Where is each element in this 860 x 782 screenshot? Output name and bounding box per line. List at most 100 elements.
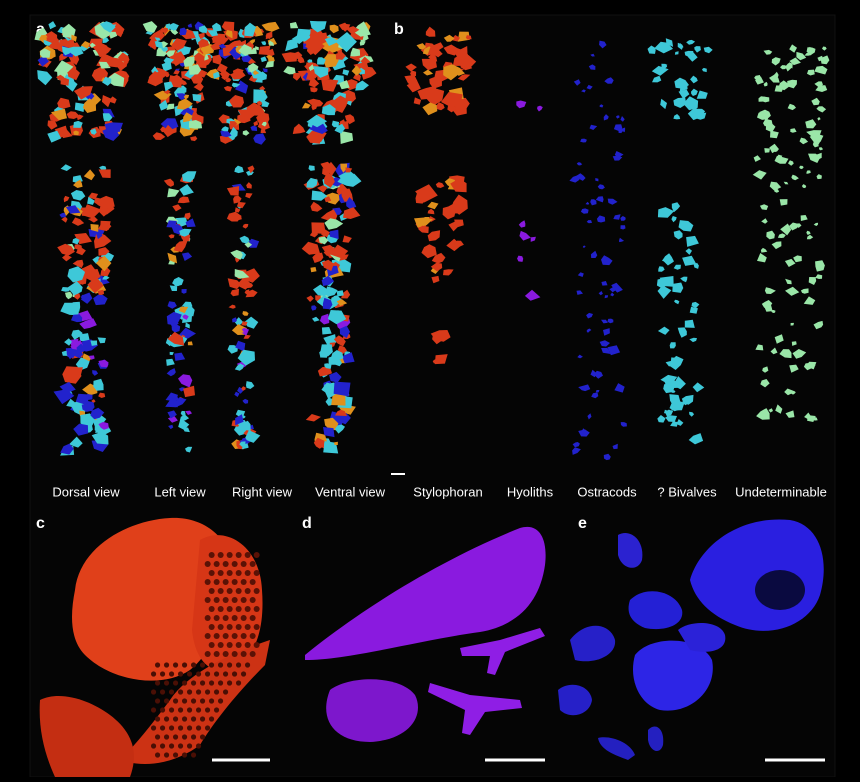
stereom-pore (172, 716, 179, 722)
stereom-pore (186, 689, 193, 695)
fragment (590, 250, 598, 258)
fragment (98, 421, 109, 430)
fragment (166, 220, 177, 228)
fragment (221, 126, 229, 132)
group-label: Stylophoran (413, 484, 482, 499)
fragment (317, 57, 326, 65)
fragment (183, 56, 195, 67)
stereom-pore (204, 651, 211, 657)
fragment (760, 247, 768, 253)
fragment (421, 58, 437, 71)
fragment (345, 167, 353, 173)
stereom-pore (244, 642, 251, 648)
fragment (63, 195, 70, 203)
fragment (244, 316, 259, 329)
fragment (73, 349, 83, 359)
stereom-pore (154, 716, 161, 722)
fragment (163, 81, 174, 92)
fragment (333, 335, 346, 347)
fragment (346, 197, 357, 210)
stereom-pore (217, 624, 224, 630)
fragment (182, 314, 189, 320)
fragment (244, 430, 261, 443)
stereom-pore (231, 633, 238, 639)
stereom-pore (217, 698, 224, 704)
stereom-pore (154, 734, 161, 740)
fragment (607, 318, 614, 324)
fragment (73, 130, 79, 136)
fragment (323, 79, 334, 90)
fragment (805, 119, 817, 129)
fragment (405, 63, 417, 72)
fragment (678, 220, 694, 232)
fragment (170, 320, 179, 327)
fragment (757, 253, 767, 263)
stereom-pore (213, 707, 220, 713)
fragment (292, 123, 306, 134)
fragment (665, 360, 675, 367)
fragment (670, 421, 679, 427)
group-label: Undeterminable (735, 484, 827, 499)
fragment (178, 418, 190, 430)
stereom-pore (159, 671, 166, 677)
stereom-pore (235, 552, 242, 558)
fragment (803, 296, 816, 305)
fragment (312, 252, 324, 263)
fragment (236, 329, 244, 334)
fragment (787, 79, 797, 89)
conch (305, 526, 546, 660)
fragment (97, 337, 106, 344)
stereom-pore (190, 734, 197, 740)
fragment (752, 170, 767, 180)
fragment (319, 313, 330, 325)
fragment (785, 278, 792, 285)
fragment (242, 268, 260, 283)
fragment (237, 349, 255, 366)
fragment (691, 301, 700, 309)
fragment (665, 38, 674, 47)
fragment (597, 184, 605, 190)
fragment (253, 133, 266, 145)
valve (618, 532, 643, 568)
fragment (692, 382, 705, 393)
fragment (810, 363, 816, 367)
stereom-pore (231, 671, 238, 677)
fragment (98, 61, 111, 69)
fragment (59, 212, 67, 218)
stereom-pore (226, 552, 233, 558)
fragment (588, 64, 596, 70)
fragment (163, 124, 176, 138)
fragment (518, 220, 526, 228)
fragment (108, 57, 123, 68)
fragment (306, 98, 321, 107)
fragment (39, 48, 51, 58)
fragment (255, 46, 259, 51)
fragment (422, 102, 438, 116)
fragment (65, 205, 81, 214)
fragment (345, 26, 360, 35)
fragment (772, 71, 779, 80)
fragment (335, 409, 347, 416)
fragment (581, 428, 587, 437)
fragment (342, 235, 352, 243)
fragment (87, 276, 104, 294)
fragment (580, 208, 589, 214)
fragment (234, 363, 245, 371)
fragment (68, 40, 75, 46)
stereom-pore (253, 606, 260, 612)
fragment (340, 130, 354, 144)
fragment (192, 52, 205, 64)
panel-label: d (302, 515, 312, 532)
fragment (308, 165, 315, 171)
panel-label: c (36, 515, 45, 532)
view-label: Ventral view (315, 484, 386, 499)
fragment (81, 403, 93, 412)
fragment (212, 54, 222, 65)
fragment (83, 169, 95, 181)
fragment (815, 260, 825, 272)
fragment (226, 211, 242, 222)
fragment (320, 209, 338, 222)
fragment (590, 199, 597, 206)
fragment (241, 321, 248, 326)
fragment (313, 437, 325, 449)
